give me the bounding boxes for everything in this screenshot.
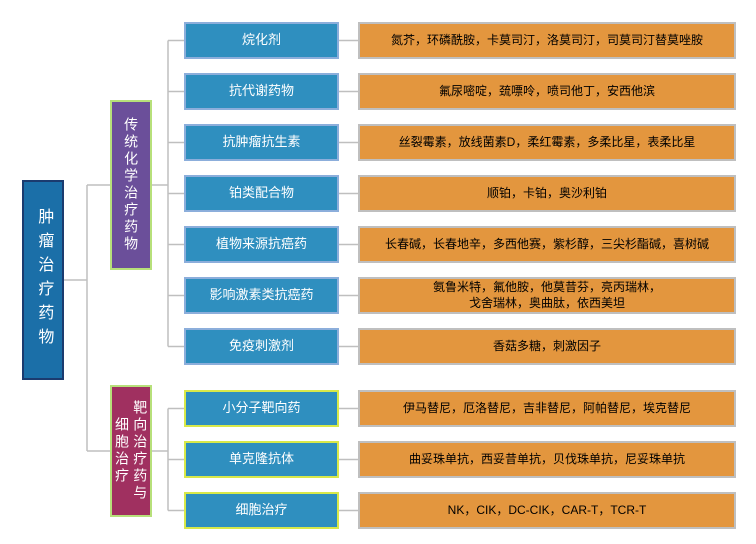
category-node: 植物来源抗癌药	[184, 226, 339, 263]
root-node: 肿瘤治疗药物	[22, 180, 64, 380]
detail-node: 香菇多糖，刺激因子	[358, 328, 736, 365]
category-node: 烷化剂	[184, 22, 339, 59]
category-node: 单克隆抗体	[184, 441, 339, 478]
detail-node: 曲妥珠单抗，西妥昔单抗，贝伐珠单抗，尼妥珠单抗	[358, 441, 736, 478]
category-node: 免疫刺激剂	[184, 328, 339, 365]
category-node: 细胞治疗	[184, 492, 339, 529]
category-node: 抗肿瘤抗生素	[184, 124, 339, 161]
detail-node: 长春碱，长春地辛，多西他赛，紫杉醇，三尖杉酯碱，喜树碱	[358, 226, 736, 263]
detail-node: NK，CIK，DC-CIK，CAR-T，TCR-T	[358, 492, 736, 529]
group-A: 传统化学治疗药物	[110, 100, 152, 270]
detail-node: 伊马替尼，厄洛替尼，吉非替尼，阿帕替尼，埃克替尼	[358, 390, 736, 427]
category-node: 抗代谢药物	[184, 73, 339, 110]
detail-node: 氨鲁米特，氟他胺，他莫昔芬，亮丙瑞林， 戈舍瑞林，奥曲肽，依西美坦	[358, 277, 736, 314]
category-node: 铂类配合物	[184, 175, 339, 212]
category-node: 影响激素类抗癌药	[184, 277, 339, 314]
detail-node: 顺铂，卡铂，奥沙利铂	[358, 175, 736, 212]
category-node: 小分子靶向药	[184, 390, 339, 427]
detail-node: 丝裂霉素，放线菌素D，柔红霉素，多柔比星，表柔比星	[358, 124, 736, 161]
detail-node: 氮芥，环磷酰胺，卡莫司汀，洛莫司汀，司莫司汀替莫唑胺	[358, 22, 736, 59]
detail-node: 氟尿嘧啶，巯嘌呤，喷司他丁，安西他滨	[358, 73, 736, 110]
group-B: 靶向治疗药与细胞治疗	[110, 385, 152, 517]
